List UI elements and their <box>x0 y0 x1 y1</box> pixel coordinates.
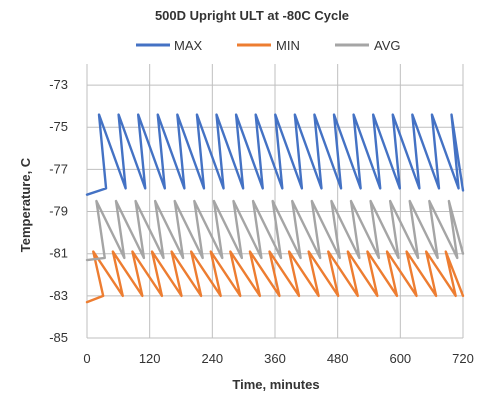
y-tick-label: -79 <box>49 204 68 219</box>
plot-grid <box>86 64 464 339</box>
x-tick-label: 600 <box>389 351 411 366</box>
series-line-avg <box>85 199 465 262</box>
legend-label-avg: AVG <box>374 38 401 53</box>
y-tick-label: -85 <box>49 330 68 345</box>
legend-label-min: MIN <box>276 38 300 53</box>
x-tick-label: 120 <box>139 351 161 366</box>
x-axis-label: Time, minutes <box>232 377 319 392</box>
chart-title: 500D Upright ULT at -80C Cycle <box>155 8 349 23</box>
x-tick-label: 0 <box>83 351 90 366</box>
x-tick-label: 480 <box>327 351 349 366</box>
y-axis-ticks: -73 -75 -77 -79 -81 -83 -85 <box>49 77 68 345</box>
y-tick-label: -83 <box>49 288 68 303</box>
series-line-min <box>85 250 465 304</box>
legend-item-min: MIN <box>237 38 300 53</box>
y-tick-label: -81 <box>49 246 68 261</box>
x-tick-label: 720 <box>452 351 474 366</box>
x-axis-ticks: 0 120 240 360 480 600 720 <box>83 351 473 366</box>
series-line-max <box>85 113 465 196</box>
legend-label-max: MAX <box>174 38 203 53</box>
x-tick-label: 360 <box>264 351 286 366</box>
y-tick-label: -77 <box>49 161 68 176</box>
legend: MAX MIN AVG <box>136 38 401 53</box>
y-tick-label: -73 <box>49 77 68 92</box>
y-axis-label: Temperature, C <box>18 157 33 252</box>
y-tick-label: -75 <box>49 119 68 134</box>
legend-item-avg: AVG <box>335 38 401 53</box>
plot-series <box>85 113 465 304</box>
legend-item-max: MAX <box>136 38 203 53</box>
x-tick-label: 240 <box>201 351 223 366</box>
